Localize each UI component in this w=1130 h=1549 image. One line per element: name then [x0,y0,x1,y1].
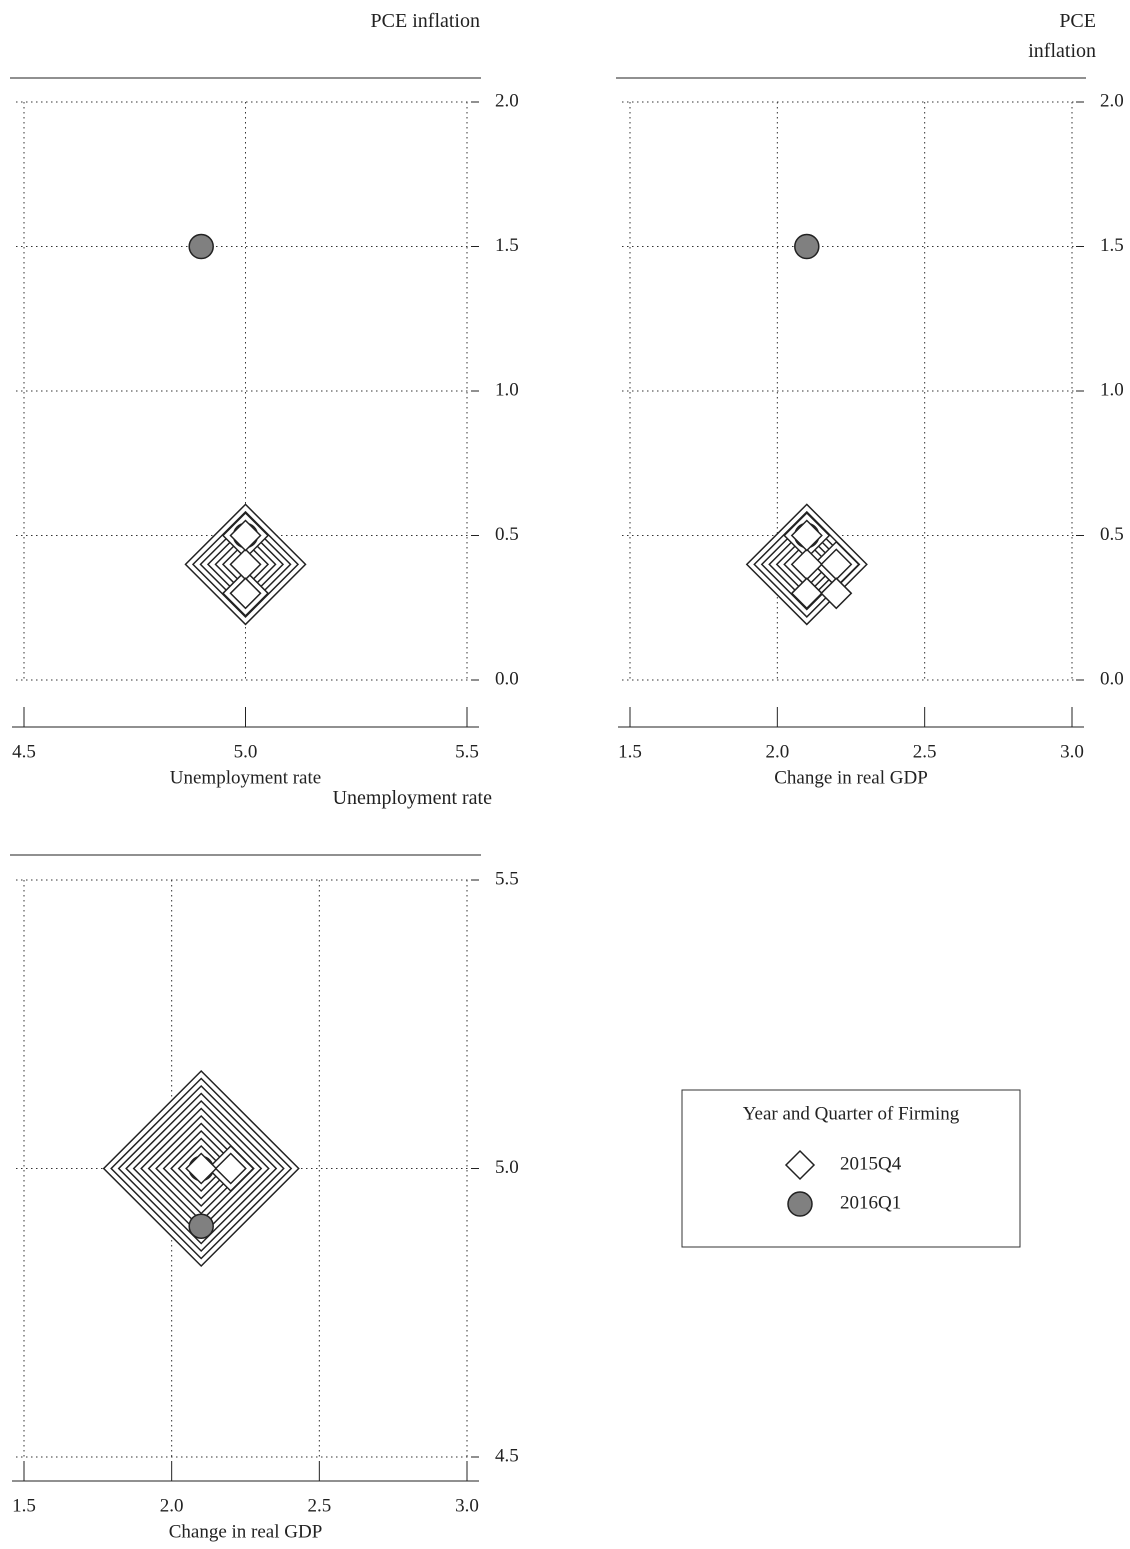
y-tick-label: 1.0 [1100,379,1124,400]
diamond-marker [790,519,823,552]
diamond-marker [214,1152,247,1185]
y-tick-label: 1.5 [1100,235,1124,256]
x-tick-label: 2.0 [765,741,789,762]
y-tick-label: 2.0 [495,90,519,111]
x-tick-label: 2.5 [913,741,937,762]
x-axis-label: Change in real GDP [774,767,928,788]
x-tick-label: 2.5 [307,1495,331,1516]
diamond-marker [185,1152,218,1185]
x-axis-label: Change in real GDP [169,1521,323,1542]
y-axis-label: PCE inflation [370,10,480,32]
x-tick-label: 1.5 [618,741,642,762]
y-tick-label: 1.5 [495,235,519,256]
y-tick-label: 2.0 [1100,90,1124,111]
diamond-marker [229,577,262,610]
y-tick-label: 0.0 [1100,668,1124,689]
legend-marker [787,1191,813,1217]
x-tick-label: 3.0 [455,1495,479,1516]
x-tick-label: 2.0 [160,1495,184,1516]
legend-label: 2015Q4 [840,1153,902,1174]
y-axis-label: Unemployment rate [332,787,492,809]
x-tick-label: 3.0 [1060,741,1084,762]
circle-marker [188,1213,214,1239]
diamond-marker [229,519,262,552]
y-tick-label: 0.0 [495,668,519,689]
y-tick-label: 5.0 [495,1157,519,1178]
y-tick-label: 0.5 [1100,524,1124,545]
legend-label: 2016Q1 [840,1192,901,1213]
x-tick-label: 1.5 [12,1495,36,1516]
x-tick-label: 4.5 [12,741,36,762]
x-tick-label: 5.0 [234,741,258,762]
y-tick-label: 4.5 [495,1445,519,1466]
circle-marker [188,233,214,260]
y-axis-label: PCE inflation [1028,10,1096,62]
legend-box [681,1089,1021,1248]
legend-marker [784,1149,816,1181]
y-tick-label: 0.5 [495,524,519,545]
legend-title: Year and Quarter of Firming [743,1103,960,1124]
x-axis-label: Unemployment rate [170,767,321,788]
circle-marker [794,233,820,260]
x-tick-label: 5.5 [455,741,479,762]
y-tick-label: 5.5 [495,868,519,889]
diamond-marker [790,577,823,610]
diamond-marker [820,577,853,610]
y-tick-label: 1.0 [495,379,519,400]
